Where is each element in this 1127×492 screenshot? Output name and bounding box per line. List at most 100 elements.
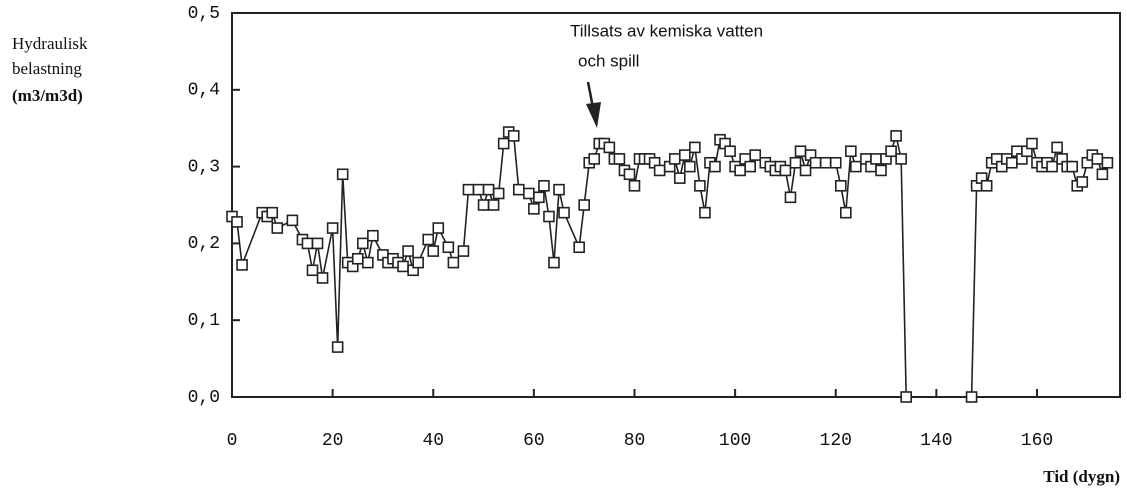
- data-point: [1091, 153, 1104, 165]
- y-tick-label: 0,1: [188, 311, 220, 331]
- data-point: [548, 256, 560, 269]
- x-tick-label: 120: [820, 431, 852, 451]
- x-tick-label: 0: [227, 431, 238, 451]
- data-point: [331, 341, 344, 353]
- y-tick-label: 0,4: [188, 81, 220, 101]
- data-point: [523, 187, 535, 200]
- data-point: [432, 222, 445, 234]
- y-tick-label: 0,5: [188, 4, 220, 24]
- data-point: [799, 164, 812, 177]
- data-point: [1066, 160, 1079, 173]
- data-point: [623, 168, 636, 181]
- data-point: [1096, 168, 1109, 181]
- x-tick-label: 60: [523, 431, 545, 451]
- data-point: [427, 245, 440, 257]
- data-point: [442, 241, 455, 254]
- data-point: [266, 206, 279, 219]
- data-point: [402, 245, 414, 257]
- data-point: [789, 156, 802, 169]
- data-point: [794, 145, 807, 158]
- data-point: [850, 160, 862, 173]
- data-point: [447, 256, 460, 269]
- data-point: [397, 260, 409, 273]
- data-point: [357, 237, 369, 250]
- data-point: [512, 183, 525, 196]
- data-point: [558, 206, 570, 219]
- data-point: [487, 199, 500, 211]
- data-point: [412, 256, 424, 269]
- y-tick-label: 0,0: [188, 388, 220, 408]
- data-point: [809, 156, 822, 169]
- data-point: [362, 256, 374, 269]
- data-point: [422, 233, 435, 246]
- data-point: [840, 206, 852, 219]
- annotation: Tillsats av kemiska vatten: [570, 21, 763, 40]
- y-axis-label: belastning: [12, 59, 82, 78]
- data-point: [684, 160, 696, 173]
- data-point: [668, 153, 681, 165]
- data-point: [694, 180, 706, 192]
- data-point: [316, 272, 329, 284]
- data-point: [578, 199, 590, 211]
- data-point: [543, 210, 555, 223]
- data-point: [1051, 141, 1063, 154]
- plot-frame: [231, 12, 1121, 398]
- data-point: [679, 149, 691, 161]
- data-point: [271, 222, 284, 234]
- data-point: [784, 191, 797, 204]
- annotation-arrow: [586, 81, 601, 128]
- data-point: [1006, 156, 1018, 169]
- data-point: [699, 206, 711, 219]
- x-tick-label: 20: [322, 431, 344, 451]
- data-point: [875, 164, 887, 177]
- data-point: [477, 199, 490, 211]
- data-point: [709, 160, 721, 173]
- data-point: [673, 172, 686, 184]
- data-point: [744, 160, 757, 173]
- data-point: [895, 153, 907, 165]
- data-point: [734, 164, 746, 177]
- data-point: [885, 145, 897, 158]
- data-point: [472, 183, 485, 196]
- data-point: [306, 264, 319, 277]
- data-point: [628, 180, 641, 192]
- data-point: [653, 164, 666, 177]
- data-point: [497, 137, 510, 150]
- data-point: [1076, 176, 1089, 188]
- data-point: [1046, 160, 1058, 173]
- data-point: [351, 252, 364, 265]
- x-tick-label: 80: [624, 431, 646, 451]
- data-point: [457, 245, 470, 257]
- data-point: [573, 241, 585, 254]
- x-tick-label: 100: [719, 431, 751, 451]
- data-point: [326, 222, 339, 234]
- data-point: [462, 183, 475, 196]
- y-axis-label: (m3/m3d): [12, 86, 83, 105]
- x-tick-label: 160: [1021, 431, 1053, 451]
- data-point: [613, 153, 626, 165]
- data-point: [900, 391, 912, 403]
- data-point: [528, 203, 540, 215]
- data-point: [980, 180, 993, 192]
- data-point: [286, 214, 299, 227]
- data-point: [538, 180, 550, 192]
- data-point: [311, 237, 324, 250]
- data-point: [779, 164, 792, 177]
- data-point: [965, 391, 978, 403]
- data-point: [492, 187, 505, 200]
- data-point: [367, 229, 379, 242]
- data-point: [890, 130, 902, 142]
- data-point: [870, 153, 882, 165]
- data-point: [834, 180, 847, 192]
- data-point: [301, 237, 314, 250]
- y-tick-label: 0,2: [188, 234, 220, 254]
- x-tick-label: 40: [422, 431, 444, 451]
- annotation: och spill: [578, 51, 639, 70]
- x-axis-label: Tid (dygn): [1043, 467, 1120, 486]
- data-point: [231, 216, 243, 228]
- data-point: [819, 156, 832, 169]
- data-point: [603, 141, 616, 154]
- y-tick-label: 0,3: [188, 157, 220, 177]
- y-axis-label: Hydraulisk: [12, 34, 88, 53]
